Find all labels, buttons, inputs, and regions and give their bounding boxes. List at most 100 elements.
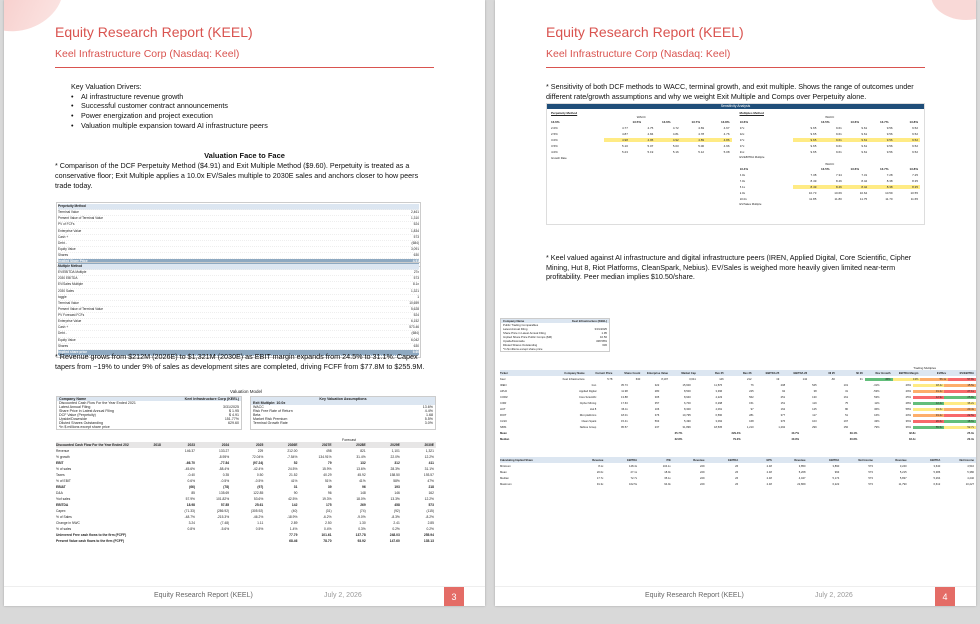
grid-cell: 229 [699, 470, 705, 474]
grid-cell: (78) [223, 485, 230, 489]
grid-cell: -53% [873, 389, 880, 393]
grid-cell: 0.5% [255, 527, 264, 531]
grid-cell: 97 [750, 407, 754, 411]
grid-cell: 58% [393, 479, 400, 483]
decorative-swoosh [931, 0, 976, 20]
grid-cell: 573 [868, 476, 873, 480]
grid-row: Mean 20.0x 27.1x 18.9x 229 26 2.48 5,208 993 573 5… [500, 469, 976, 475]
stats-cell: 35.7% [674, 431, 683, 435]
row-value: 573 [413, 234, 419, 239]
page-number: 4 [935, 587, 955, 606]
sensitivity-analysis: Sensitivity Analysis Perpetuity Method W… [546, 103, 925, 225]
header-cell: Discounted Cash Flow For the Year Ended … [56, 443, 129, 447]
header-cell: EBITDA [627, 458, 638, 462]
grid-row: CIFR Cipher Mining 17.63 357 6,700 6,298 151 15… [500, 400, 976, 406]
table-row: EV/EBITDA Multiple 27x [58, 270, 419, 277]
grid-cell: 10.73 [808, 191, 817, 195]
grid-row: Revenue 146.37 133.27 229 212.00 498 821 1,101 1… [56, 448, 436, 454]
grid-cell: 130 [812, 395, 817, 399]
report-title: Equity Research Report (KEEL) [546, 24, 744, 40]
grid-cell: 13.88 [621, 395, 628, 399]
grid-cell: Clean Spark [581, 419, 597, 423]
grid-cell: 3,890 [832, 464, 840, 468]
sensitivity-note: * Sensitivity of both DCF methods to WAC… [546, 82, 914, 101]
row-label: Cash + [58, 234, 69, 239]
grid-cell: 563 [654, 419, 660, 423]
row-value: 5.5% [424, 417, 433, 421]
grid-cell: 4.75 [647, 126, 654, 130]
header-cell: Revenue [794, 458, 806, 462]
grid-cell: 9.61 [818, 138, 844, 142]
grid-cell: 135.69 [219, 491, 230, 495]
grid-cell: 3.0% [551, 138, 558, 142]
grid-row: Taxes -0.40 0.35 0.50 21.52 40.29 45.92 158.50 1… [56, 472, 436, 478]
grid-cell: 96 [327, 491, 332, 495]
grid-cell: 4.0% [551, 150, 558, 154]
grid-cell: 51 [845, 413, 849, 417]
perp-sensitivity: Perpetuity Method WACC 13.6% 13.5% 13.6% 13… [547, 109, 736, 208]
grid-cell: 9.65 [810, 132, 817, 136]
table-row: Terminal Value 2,461 [58, 210, 419, 217]
row-label: Terminal Growth Rate [253, 421, 288, 425]
table-row: Terminal Growth Rate 3.0% [251, 421, 435, 425]
grid-cell: Minimum [500, 464, 511, 468]
header-cell: EPS [766, 458, 772, 462]
table-row: Implied share price 9.60 [58, 349, 419, 356]
grid-cell: CIFR [500, 401, 507, 405]
grid-cell: 125 [812, 407, 817, 411]
header-cell: 13.5% [820, 167, 830, 171]
grid-cell: (115) [426, 509, 434, 513]
grid-cell: 53% [874, 395, 880, 399]
grid-cell: 36% [874, 407, 880, 411]
grid-cell: 18.98 [186, 503, 195, 507]
grid-cell: 31 [293, 485, 298, 489]
grid-cell: 150 [843, 425, 849, 429]
grid-cell: 92 [782, 389, 786, 393]
grid-cell: 305 [654, 395, 660, 399]
header-cell: Current Price [595, 371, 613, 375]
header-cell: 13.8% [720, 120, 730, 124]
grid-cell: 20.0x [596, 470, 604, 474]
table-row: 2030 Sales 1,321 [58, 289, 419, 295]
grid-cell: 255.94 [423, 533, 434, 537]
grid-cell: 229 [257, 449, 264, 453]
row-label: Exit Multiple: 10.0x [253, 401, 286, 405]
grid-cell: 101.61 [321, 533, 332, 537]
grid-cell: 4.95 [629, 138, 656, 142]
grid-row: 3.0% 4.98 4.95 4.92 4.89 4.86 [551, 137, 732, 143]
grid-cell: 20.4x [944, 407, 976, 411]
header-cell: 13.5% [820, 120, 830, 124]
forecast-table: Forecast Discounted Cash Flow For the Ye… [56, 438, 436, 544]
grid-cell: 35.73 [621, 383, 628, 387]
grid-header: Discounted Cash Flow For the Year Ended … [56, 442, 436, 448]
grid-cell: 31.4% [356, 455, 366, 459]
grid-cell: 15.41 [621, 419, 628, 423]
row-label: Diluted Shares Outstanding [503, 343, 538, 347]
grid-cell: 9.56 [886, 132, 893, 136]
grid-cell: % of sales [56, 527, 72, 531]
grid-cell: 57.85 [220, 503, 230, 507]
face-text: * Comparison of the DCF Perpetuity Metho… [55, 161, 419, 190]
grid-cell: 280 [654, 389, 660, 393]
grid-cell: 85 [191, 491, 195, 495]
grid-cell: 29% [905, 383, 911, 387]
grid-row: Maximum 91.3x 162.5x 94.9x 229 26 2.48 22,869 6,… [500, 481, 976, 487]
grid-cell: 4.76 [723, 132, 730, 136]
header-cell: 2018 [153, 443, 161, 447]
grid-cell: Taxes [56, 473, 65, 477]
grid-row: Change in NWC 3.24 (7.48) 1.11 2.89 2.50 1.30 2… [56, 520, 436, 526]
table-row: Shares 630 [58, 253, 419, 260]
stats-cell: 20.4x [967, 437, 975, 441]
grid-cell: 135.13 [423, 539, 434, 543]
grid-cell: 5.16 [672, 150, 679, 154]
grid-cell: CORZ [500, 395, 508, 399]
row-value: 3/31/2025 [223, 405, 239, 409]
grid-cell: 4.69 [698, 126, 705, 130]
grid-cell: 4,510 [967, 464, 974, 468]
grid-cell: 1,210 [746, 425, 754, 429]
grid-cell: 78.70 [323, 539, 332, 543]
page-footer: Equity Research Report (KEEL) July 2, 20… [4, 586, 485, 606]
grid-cell: 10,795 [682, 413, 691, 417]
grid-cell: 10.0x [739, 197, 747, 201]
grid-cell: 0.6% [187, 479, 195, 483]
